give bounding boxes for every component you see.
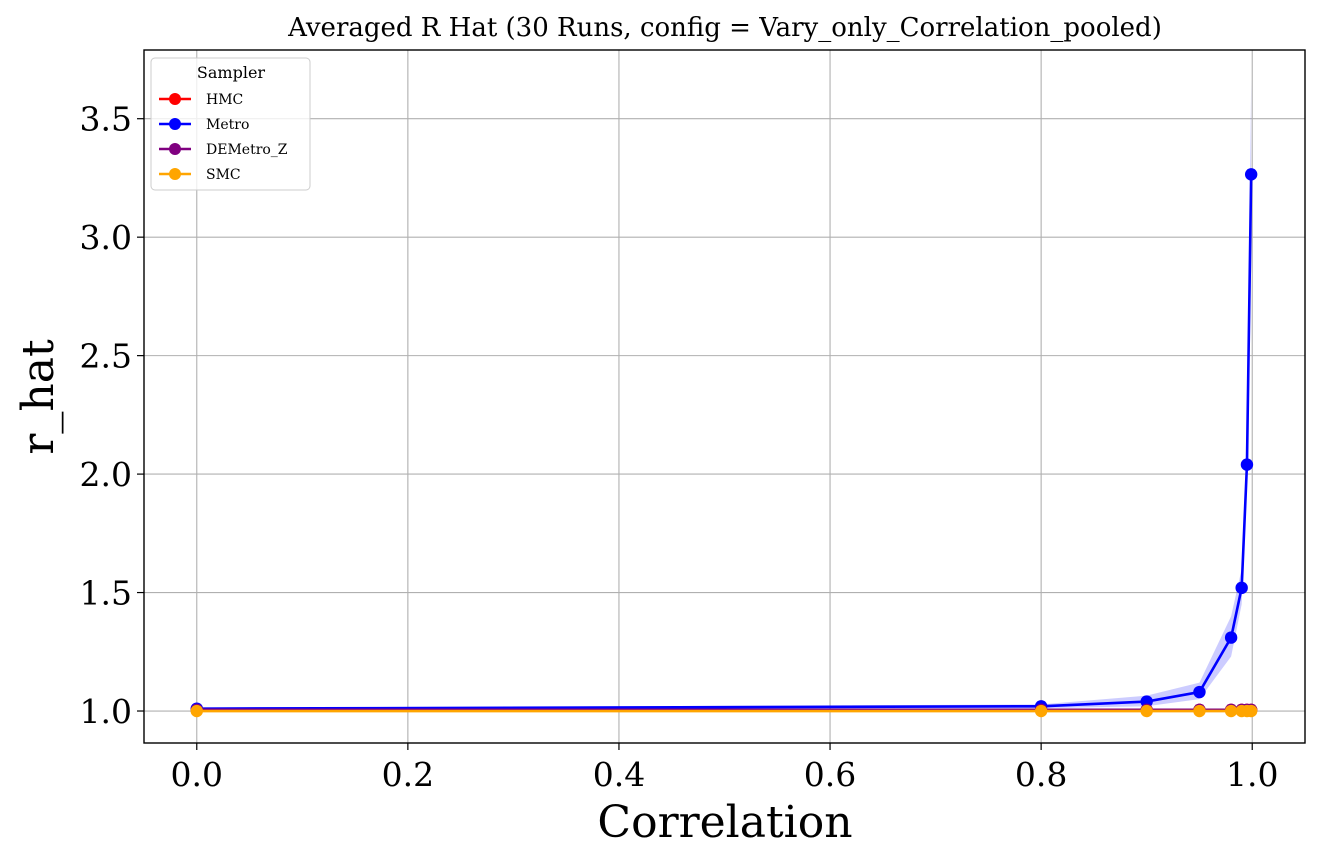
smc-data-point [1034,704,1048,718]
y-tick-label: 1.0 [80,692,132,731]
smc-data-point [1193,704,1206,718]
x-tick-label: 1.0 [1226,755,1278,794]
x-tick-label: 0.4 [593,755,645,794]
metro-series-line [196,174,1253,710]
legend: Sampler HMC Metro DEMetro_Z SMC [150,57,311,191]
y-axis-label: r_hat [13,339,64,455]
y-tick-label: 3.5 [80,100,132,139]
legend-smc-label: SMC [206,167,241,183]
smc-data-point [190,704,203,718]
legend-smc-marker [169,168,181,180]
legend-demetro_z-marker [169,143,181,155]
legend-title: Sampler [197,63,266,82]
y-tick-label: 3.0 [80,218,132,257]
legend-metro-marker [169,118,181,130]
y-tick-label: 2.5 [80,337,132,376]
chart-title: Averaged R Hat (30 Runs, config = Vary_o… [287,13,1162,43]
legend-box [150,57,311,191]
metro-data-point [1224,631,1238,644]
plot-frame [143,49,1306,744]
metro-data-point [1240,458,1254,471]
x-axis-label: Correlation [597,797,852,848]
smc-data-point [1244,704,1258,718]
series-lines [190,168,1258,718]
y-tick-label: 1.5 [80,574,132,613]
x-tick-label: 0.2 [382,755,434,794]
legend-metro-label: Metro [206,117,249,133]
axis-ticks: 0.0 0.2 0.4 0.6 0.8 1.0 1.0 1.5 2.0 2.5 3.0 3.5 [80,100,1279,794]
metro-data-point [1235,581,1248,595]
x-tick-label: 0.8 [1015,755,1067,794]
legend-hmc-label: HMC [206,92,243,108]
legend-hmc-marker [169,93,181,105]
x-tick-label: 0.6 [804,755,856,794]
y-tick-label: 2.0 [80,455,132,494]
legend-items: HMC Metro DEMetro_Z SMC [159,92,288,183]
x-tick-label: 0.0 [171,755,223,794]
legend-demetro_z-label: DEMetro_Z [206,142,288,158]
metro-data-point [1244,168,1258,181]
smc-data-point [1140,704,1153,718]
smc-data-point [1224,704,1238,718]
metro-data-point [1193,685,1206,699]
